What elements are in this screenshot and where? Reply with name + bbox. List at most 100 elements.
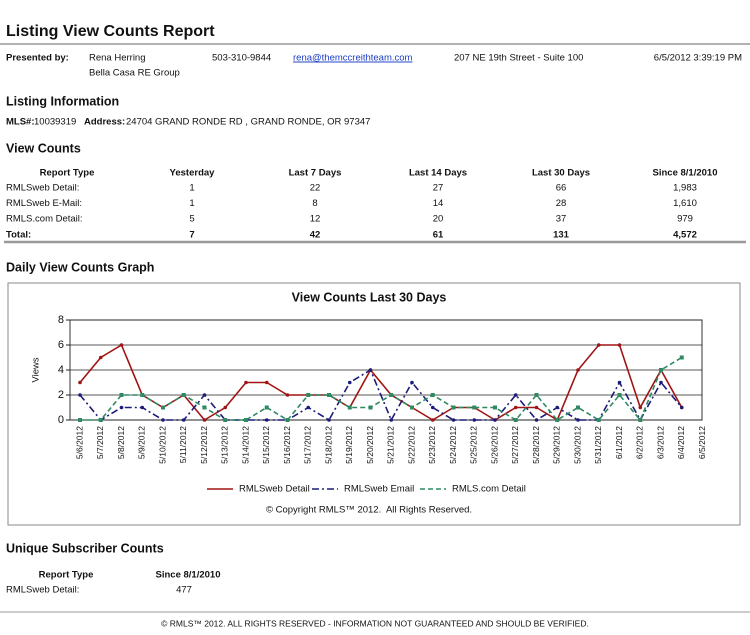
- table-cell: 8: [312, 198, 317, 209]
- point-marker: [161, 418, 165, 422]
- point-marker: [472, 418, 477, 422]
- column-header: Last 30 Days: [532, 168, 590, 179]
- legend-label: RMLSweb Email: [344, 484, 414, 495]
- point-marker: [410, 380, 414, 385]
- x-tick-label: 5/24/2012: [448, 426, 458, 464]
- x-tick-label: 5/22/2012: [406, 426, 416, 464]
- copyright: © Copyright RMLS™ 2012. All Rights Reser…: [266, 505, 472, 516]
- point-marker: [223, 418, 228, 422]
- table-cell: 66: [556, 183, 567, 194]
- x-tick-label: 5/27/2012: [510, 426, 520, 464]
- point-marker: [78, 380, 82, 385]
- point-marker: [181, 393, 186, 397]
- point-marker: [430, 393, 435, 397]
- point-marker: [368, 405, 373, 410]
- point-marker: [98, 418, 103, 422]
- series-line: [80, 356, 683, 422]
- x-tick-label: 5/25/2012: [469, 426, 479, 464]
- point-marker: [285, 418, 290, 422]
- point-marker: [389, 393, 394, 397]
- x-tick-label: 5/20/2012: [365, 426, 375, 464]
- point-marker: [576, 418, 580, 422]
- point-marker: [638, 418, 643, 422]
- point-marker: [410, 405, 414, 410]
- total-cell: 61: [433, 230, 444, 241]
- presenter-company: Bella Casa RE Group: [89, 68, 180, 79]
- x-tick-label: 5/17/2012: [303, 426, 313, 464]
- table-cell: 5: [189, 214, 194, 225]
- point-marker: [264, 418, 269, 422]
- point-marker: [78, 418, 82, 422]
- x-tick-label: 5/13/2012: [220, 426, 230, 464]
- x-tick-label: 5/28/2012: [531, 426, 541, 464]
- point-marker: [140, 405, 145, 410]
- x-tick-label: 5/14/2012: [240, 426, 250, 464]
- point-marker: [327, 418, 331, 422]
- x-tick-label: 6/2/2012: [635, 426, 645, 459]
- point-marker: [202, 405, 207, 410]
- point-marker: [264, 405, 269, 410]
- total-cell: 42: [310, 230, 321, 241]
- column-header: Last 14 Days: [409, 168, 467, 179]
- point-marker: [140, 393, 145, 397]
- chart-frame: [7, 282, 741, 526]
- point-marker: [659, 368, 663, 372]
- table-cell: 1: [189, 198, 194, 209]
- point-marker: [679, 355, 684, 360]
- point-marker: [576, 405, 580, 410]
- x-tick-label: 5/30/2012: [572, 426, 582, 464]
- report-title: Listing View Counts Report: [6, 23, 215, 40]
- total-cell: 4,572: [673, 230, 697, 241]
- x-tick-label: 6/3/2012: [655, 426, 665, 459]
- legend-label: RMLSweb Detail: [239, 484, 310, 495]
- point-marker: [119, 405, 124, 410]
- point-marker: [513, 418, 518, 422]
- x-tick-label: 5/9/2012: [137, 426, 147, 459]
- table-cell: 979: [677, 214, 693, 225]
- x-tick-label: 5/15/2012: [261, 426, 271, 464]
- y-tick-label: 4: [58, 364, 64, 376]
- point-marker: [430, 405, 435, 410]
- point-marker: [161, 405, 165, 410]
- point-marker: [451, 418, 456, 422]
- column-header: Report Type: [40, 168, 95, 179]
- point-marker: [306, 405, 311, 410]
- table-cell: 22: [310, 183, 321, 194]
- presenter-name: Rena Herring: [89, 53, 146, 64]
- point-marker: [617, 393, 622, 397]
- x-tick-label: 5/21/2012: [386, 426, 396, 464]
- column-header: Since 8/1/2010: [653, 168, 718, 179]
- section-title: Unique Subscriber Counts: [6, 541, 164, 555]
- x-tick-label: 5/11/2012: [178, 426, 188, 463]
- y-axis-label: Views: [31, 357, 42, 382]
- point-marker: [306, 393, 311, 397]
- listing-address: 24704 GRAND RONDE RD , GRAND RONDE, OR 9…: [126, 117, 370, 128]
- x-tick-label: 5/16/2012: [282, 426, 292, 464]
- point-marker: [181, 418, 186, 422]
- point-marker: [389, 418, 394, 422]
- table-cell: 12: [310, 214, 321, 225]
- x-tick-label: 5/31/2012: [593, 426, 603, 464]
- point-marker: [679, 405, 684, 410]
- x-tick-label: 6/4/2012: [676, 426, 686, 459]
- subscriber-table: Report Type Since 8/1/2010 RMLSweb Detail:…: [6, 570, 220, 596]
- point-marker: [244, 418, 248, 422]
- row-label: RMLS.com Detail:: [6, 214, 83, 225]
- point-marker: [472, 405, 477, 410]
- column-header: Yesterday: [170, 168, 216, 179]
- footer-text: © RMLS™ 2012. ALL RIGHTS RESERVED - INFO…: [161, 618, 589, 628]
- point-marker: [617, 343, 622, 347]
- point-marker: [347, 405, 352, 410]
- presenter-email[interactable]: rena@themccreithteam.com: [293, 53, 413, 64]
- y-tick-label: 0: [58, 414, 64, 426]
- row-label: RMLSweb Detail:: [6, 585, 79, 596]
- section-title: Daily View Counts Graph: [6, 260, 154, 274]
- point-marker: [451, 405, 456, 410]
- x-tick-label: 5/8/2012: [116, 426, 126, 459]
- x-tick-label: 6/1/2012: [614, 426, 624, 459]
- chart-title: View Counts Last 30 Days: [292, 290, 447, 304]
- presenter-address: 207 NE 19th Street - Suite 100: [454, 53, 583, 64]
- x-tick-label: 5/12/2012: [199, 426, 209, 464]
- point-marker: [555, 418, 560, 422]
- point-marker: [617, 380, 622, 385]
